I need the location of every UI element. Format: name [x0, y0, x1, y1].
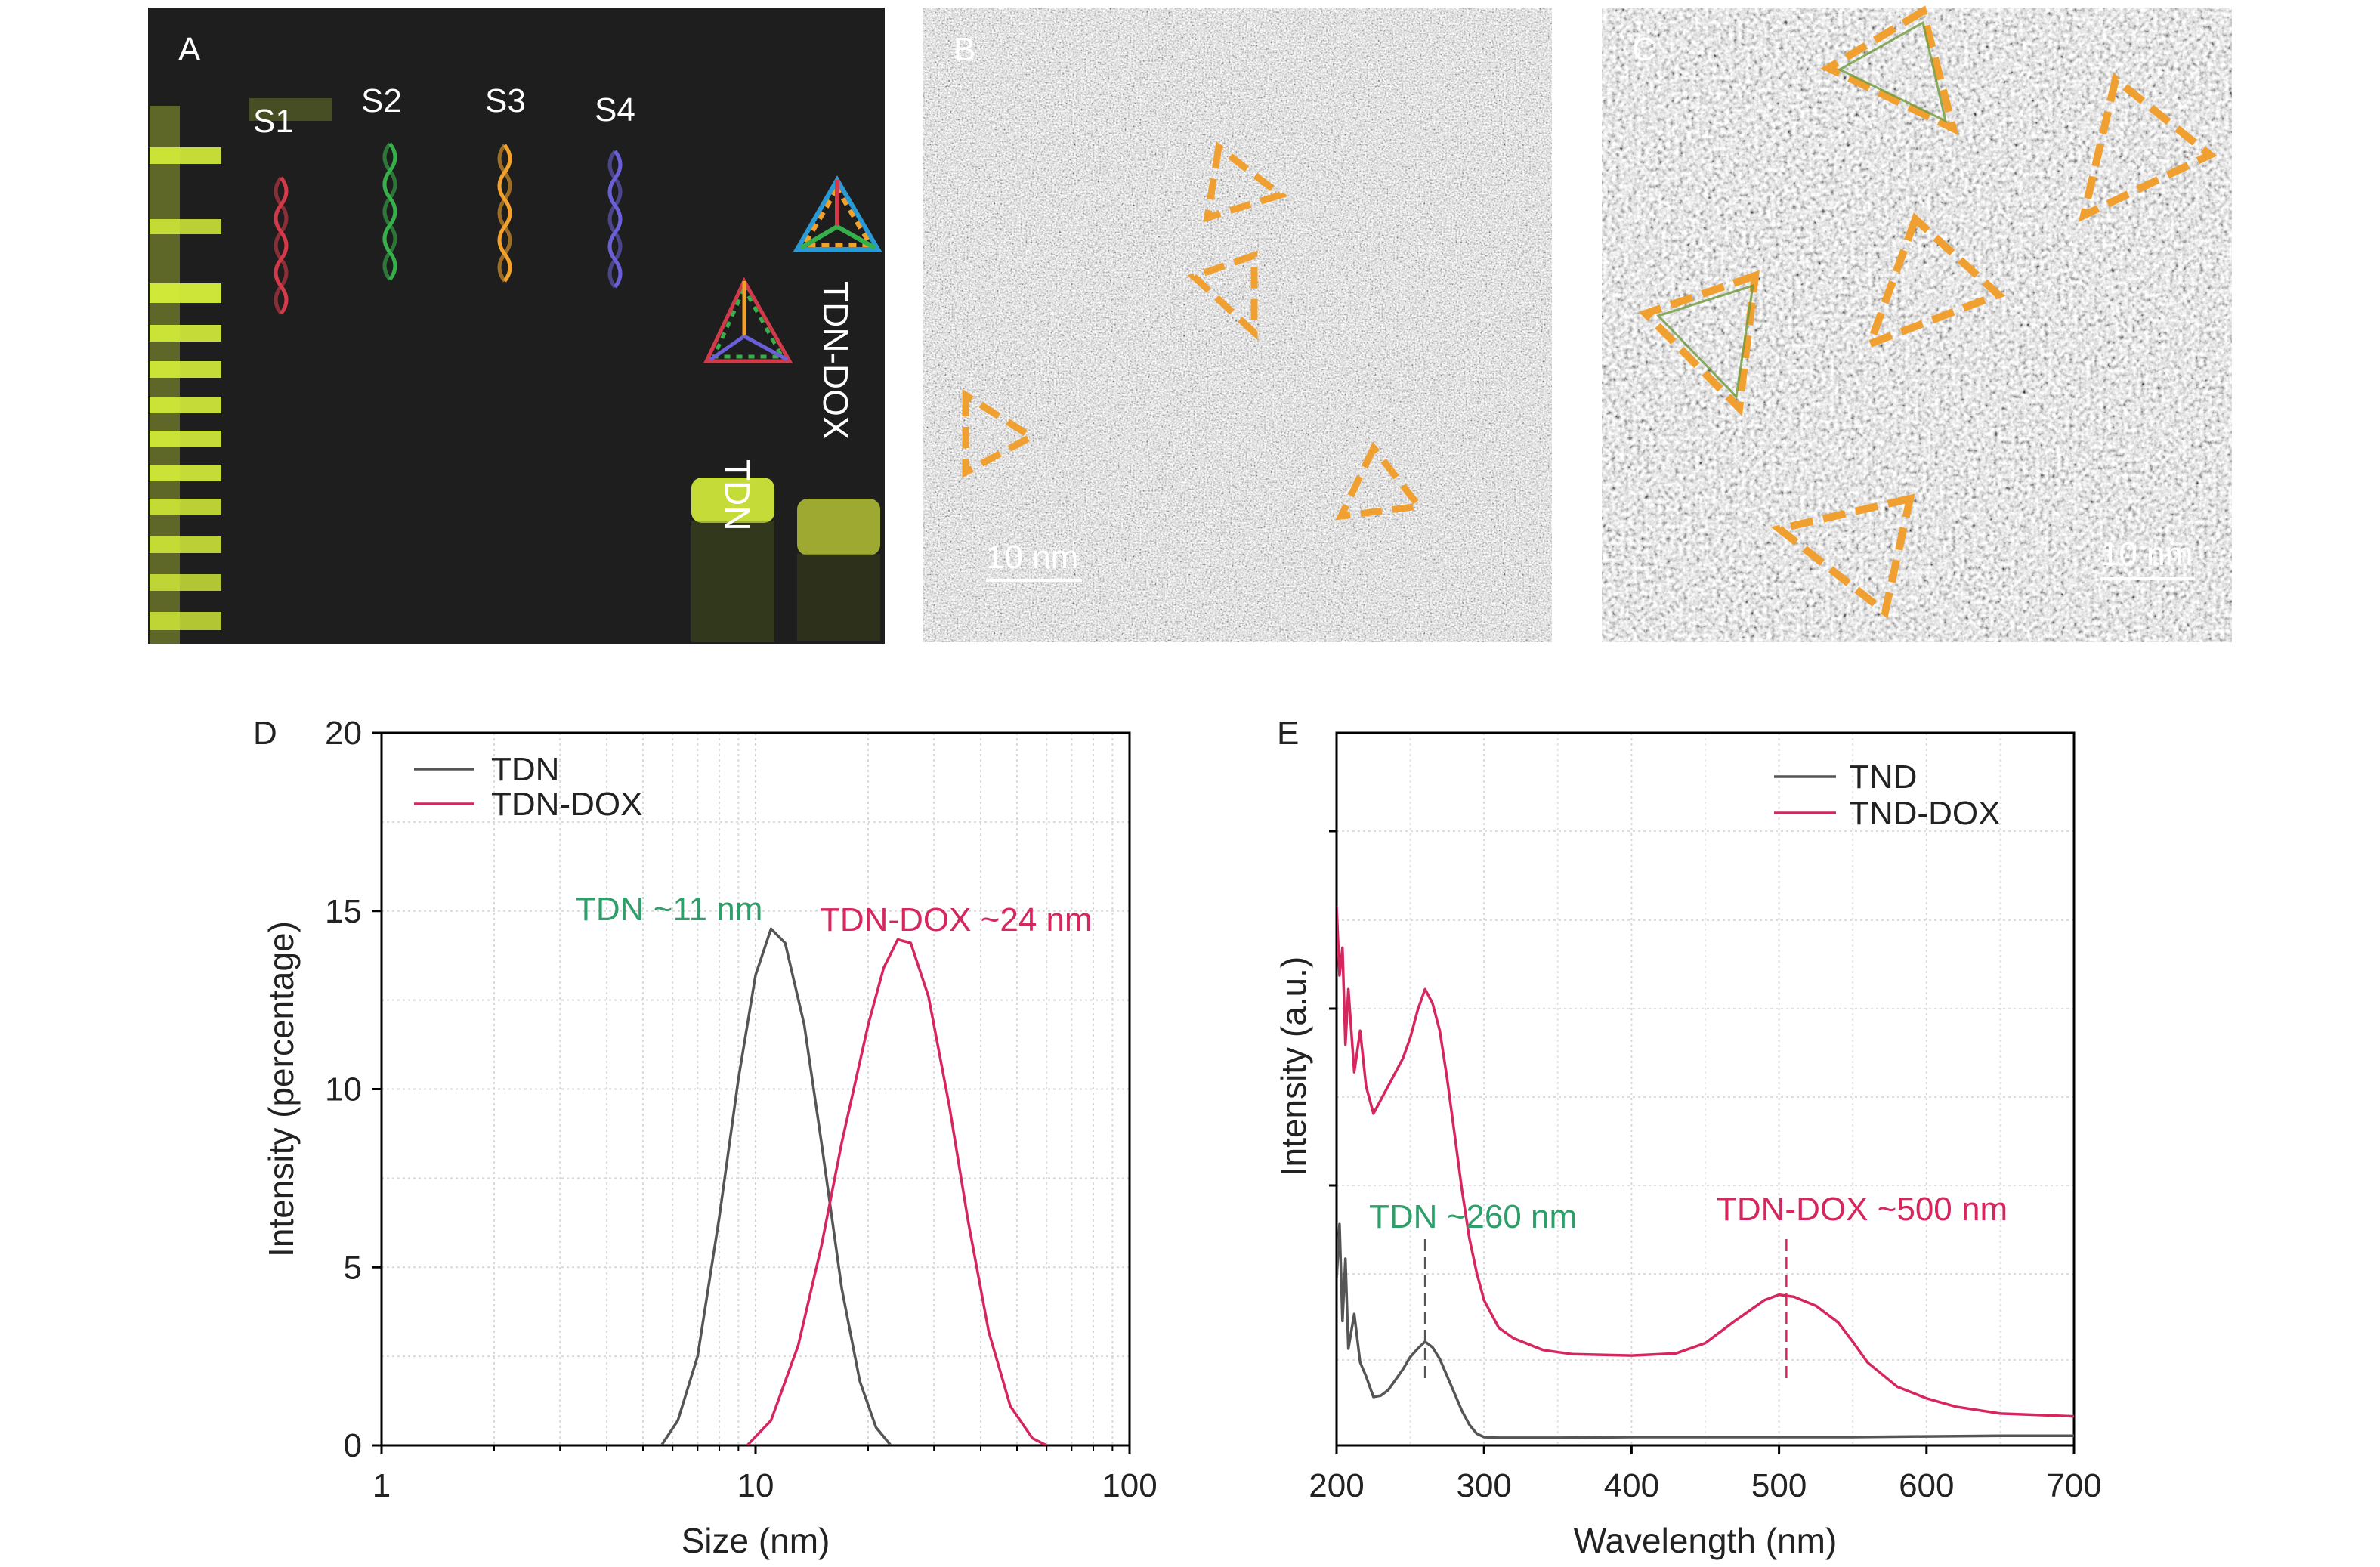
chart-e: 200 300 400 500 600 700 E Wavelength (nm) Intens…: [1274, 715, 2102, 1560]
y-tick-label: 20: [325, 715, 362, 752]
panel-b-letter: B: [954, 31, 975, 68]
annotation-tdn-dox-peak: TDN-DOX ~24 nm: [820, 901, 1093, 938]
x-tick-label: 10: [737, 1467, 774, 1504]
chart-d: 0 5 10 15 20 1 10 100 D Size (nm) Intensity (perce…: [253, 715, 1158, 1560]
dna-strand-s4-icon: [607, 150, 623, 289]
series-group-d: [660, 927, 1047, 1445]
lane-label-s3: S3: [485, 82, 526, 119]
x-tick-label: 500: [1751, 1467, 1807, 1504]
lane-label-s4: S4: [595, 91, 635, 128]
panel-b: B 10 nm: [923, 8, 1552, 642]
panel-a: A S1 S2 S3 S4: [148, 8, 885, 644]
series-line-tnd: [1337, 1222, 2074, 1439]
y-tick-label: 10: [325, 1071, 362, 1108]
gel-band-tdn-dox: [797, 499, 880, 555]
scale-bar-b-label: 10 nm: [986, 539, 1078, 576]
product-label-tdn: TDN: [718, 459, 757, 531]
scale-bar-c-label: 10 nm: [2100, 536, 2193, 573]
gel-band-tdn: [691, 478, 774, 523]
annotation-tdn-peak: TDN ~260 nm: [1369, 1198, 1577, 1235]
series-group-e: [1337, 906, 2074, 1439]
x-tick-label: 700: [2046, 1467, 2101, 1504]
tem-image-b: [923, 8, 1552, 642]
y-axis-label-d: Intensity (percentage): [261, 921, 301, 1257]
y-tick-label: 0: [344, 1427, 362, 1464]
tdn-dox-tetrahedron-icon: [793, 175, 882, 252]
tdn-tetrahedron-icon: [703, 277, 793, 363]
gel-band-tdn-dox-smear: [797, 554, 880, 641]
y-tick-label: 5: [344, 1249, 362, 1286]
series-line-tdn-dox: [746, 938, 1047, 1445]
panel-e-letter: E: [1277, 715, 1299, 752]
dna-strand-s3-icon: [497, 144, 512, 283]
panel-c-letter: C: [1632, 31, 1656, 68]
lane-labels: S1 S2 S3 S4: [253, 82, 635, 140]
legend-label: TND: [1849, 759, 1917, 796]
product-label-tdn-dox: TDN-DOX: [816, 281, 855, 440]
series-line-tnd-dox: [1337, 906, 2074, 1418]
annotation-tdn-dox-peak: TDN-DOX ~500 nm: [1717, 1191, 2008, 1228]
x-axis-label-e: Wavelength (nm): [1574, 1521, 1838, 1560]
x-tick-label: 300: [1456, 1467, 1511, 1504]
x-tick-label: 1: [372, 1467, 391, 1504]
x-axis-label-d: Size (nm): [682, 1521, 830, 1560]
legend-label: TDN-DOX: [491, 786, 642, 823]
y-axis-label-e: Intensity (a.u.): [1274, 957, 1313, 1176]
dna-strand-s2-icon: [382, 142, 397, 281]
x-tick-label: 100: [1102, 1467, 1157, 1504]
tem-b-triangles: [962, 141, 1426, 521]
legend-label: TDN: [491, 751, 559, 788]
gel-band-tdn-smear: [691, 521, 774, 642]
gel-ladder: [150, 106, 221, 644]
dna-strand-s1-icon: [274, 176, 289, 315]
lane-label-s1: S1: [253, 103, 294, 140]
y-tick-label: 15: [325, 893, 362, 930]
x-tick-label: 200: [1309, 1467, 1364, 1504]
panel-c: C 10 nm: [1602, 5, 2232, 642]
series-line-tdn: [660, 927, 892, 1445]
x-tick-label: 600: [1899, 1467, 1954, 1504]
annotation-tdn-peak: TDN ~11 nm: [576, 891, 762, 928]
gel-top-bands: [249, 98, 332, 121]
gel-background: [148, 8, 885, 644]
x-tick-label: 400: [1604, 1467, 1659, 1504]
panel-d-letter: D: [253, 715, 277, 752]
plot-frame-e: [1335, 731, 2076, 1447]
tem-c-triangles: [1638, 5, 2218, 619]
lane-label-s2: S2: [361, 82, 402, 119]
legend-label: TND-DOX: [1849, 795, 2000, 832]
tem-c-triangle-inner: [1656, 20, 1948, 400]
panel-a-letter: A: [178, 31, 201, 68]
